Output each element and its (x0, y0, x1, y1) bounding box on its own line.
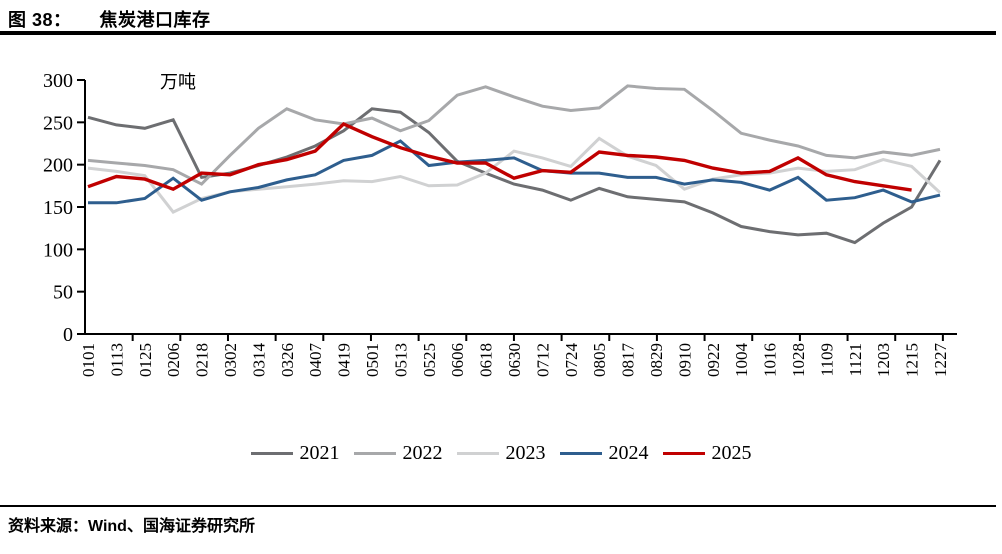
legend-label-2024: 2024 (608, 442, 649, 464)
x-axis-category-label: 0125 (136, 343, 155, 377)
legend-label-2025: 2025 (711, 442, 752, 464)
x-axis-category-label: 0101 (79, 343, 98, 377)
x-axis-category-label: 0922 (704, 343, 723, 377)
figure-title-row: 图 38： 焦炭港口库存 (8, 6, 211, 32)
series-line-2025 (87, 121, 912, 192)
y-axis-tick-label: 100 (43, 239, 73, 261)
legend-item-2022: 2022 (353, 442, 443, 465)
x-axis-category-label: 0501 (363, 343, 382, 377)
y-axis-tick-label: 300 (43, 70, 73, 92)
x-axis-category-label: 0314 (249, 343, 268, 378)
legend-swatch-2023 (456, 451, 499, 456)
legend-label-2023: 2023 (505, 442, 546, 464)
y-axis-tick-label: 250 (43, 112, 73, 134)
y-axis-tick-label: 0 (63, 324, 73, 346)
x-axis-category-label: 0218 (193, 343, 212, 377)
x-axis-category-label: 0302 (221, 343, 240, 377)
x-axis-category-label: 0817 (619, 343, 638, 378)
legend-swatch-2025 (662, 451, 705, 456)
x-axis-category-label: 0805 (590, 343, 609, 377)
y-axis-tick-label: 200 (43, 155, 73, 177)
footer-divider-rule (0, 505, 996, 507)
x-axis-category-label: 0630 (505, 343, 524, 377)
series-line-2021 (87, 107, 942, 245)
legend-item-2021: 2021 (250, 442, 340, 465)
x-axis-category-label: 0525 (420, 343, 439, 377)
figure-number-label: 图 38： (8, 10, 72, 30)
y-axis-tick-label: 50 (53, 282, 73, 304)
legend-label-2022: 2022 (402, 442, 443, 464)
x-axis-category-label: 1109 (817, 343, 836, 376)
figure-title: 焦炭港口库存 (99, 10, 211, 30)
legend-swatch-2022 (353, 451, 396, 456)
y-axis-unit-label: 万吨 (160, 72, 196, 92)
x-axis-category-label: 0407 (306, 343, 325, 378)
legend-item-2025: 2025 (662, 442, 752, 465)
x-axis-category-label: 1121 (846, 343, 865, 376)
x-axis-category-label: 0724 (562, 343, 581, 378)
x-axis-category-label: 0206 (164, 343, 183, 377)
series-line-2022 (87, 84, 941, 186)
x-axis-category-label: 1215 (903, 343, 922, 377)
x-axis-category-label: 1028 (789, 343, 808, 377)
x-axis-category-label: 0712 (533, 343, 552, 377)
title-divider-rule (0, 31, 996, 35)
x-axis-category-label: 0606 (448, 343, 467, 377)
legend-swatch-2021 (250, 451, 293, 456)
y-axis-tick-label: 150 (43, 197, 73, 219)
data-source-note: 资料来源：Wind、国海证券研究所 (8, 518, 255, 535)
x-axis-category-label: 0829 (647, 343, 666, 377)
x-axis-category-label: 1227 (931, 343, 950, 378)
series-line-2024 (88, 139, 941, 205)
x-axis-category-label: 0326 (278, 343, 297, 377)
x-axis-category-label: 0419 (335, 343, 354, 377)
legend-swatch-2024 (559, 451, 602, 456)
x-axis-category-label: 0618 (477, 343, 496, 377)
legend-item-2023: 2023 (456, 442, 546, 465)
x-axis-category-label: 0910 (675, 343, 694, 377)
x-axis-category-label: 1203 (874, 343, 893, 377)
legend-item-2024: 2024 (559, 442, 649, 465)
x-axis-category-label: 0513 (391, 343, 410, 377)
legend-label-2021: 2021 (299, 442, 340, 464)
x-axis-category-label: 0113 (107, 343, 126, 376)
chart-legend: 2021 2022 2023 2024 2025 (0, 442, 1002, 465)
x-axis-category-label: 1016 (761, 343, 780, 377)
x-axis-category-label: 1004 (732, 343, 751, 378)
